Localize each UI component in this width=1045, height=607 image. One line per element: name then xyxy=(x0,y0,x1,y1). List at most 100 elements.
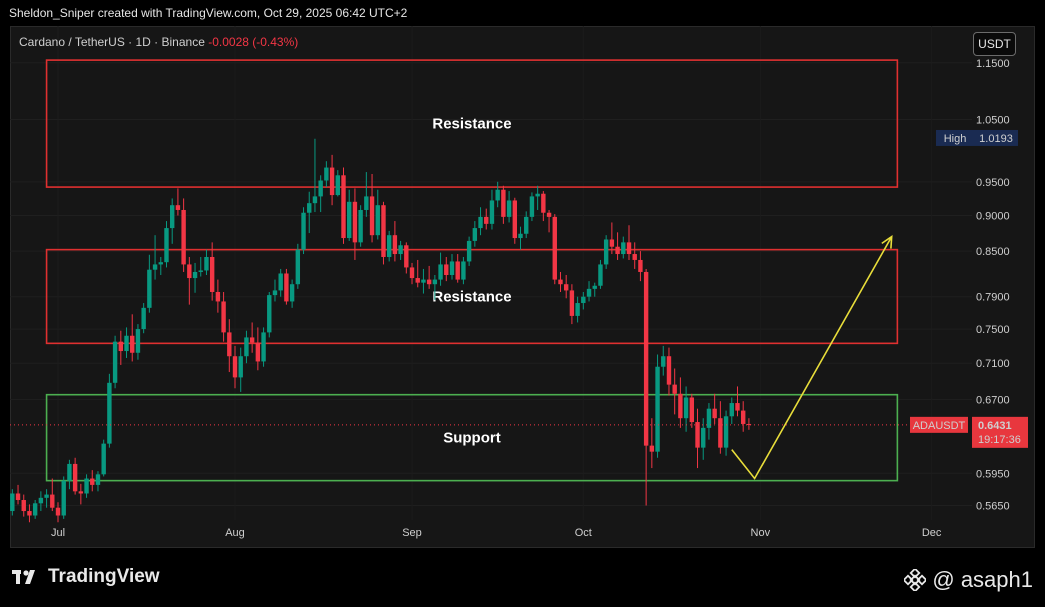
x-tick-label: Sep xyxy=(402,527,422,539)
y-tick-label: 1.1500 xyxy=(976,58,1010,70)
candle-body xyxy=(649,445,655,452)
candle-body xyxy=(175,205,181,210)
candle-body xyxy=(444,264,449,276)
zones: Resistance Resistance Support xyxy=(45,59,899,482)
candle-body xyxy=(484,216,489,224)
candle-body xyxy=(432,279,438,285)
y-tick-label: 0.6700 xyxy=(976,394,1010,406)
candle-body xyxy=(335,175,340,196)
candle-body xyxy=(55,507,61,516)
candle-body xyxy=(27,511,32,516)
binance-logo-icon xyxy=(904,569,927,591)
candle-body xyxy=(318,180,323,197)
symbol-badge-bg xyxy=(910,416,968,433)
candle-body xyxy=(295,249,301,285)
candle-body xyxy=(324,167,329,181)
candle-body xyxy=(712,408,717,419)
candle-body xyxy=(398,245,403,255)
candle-body xyxy=(301,212,306,250)
candle-body xyxy=(78,491,84,494)
candle-body xyxy=(164,228,169,263)
candle-body xyxy=(221,301,226,333)
candle-body xyxy=(501,189,506,217)
axes: 1.1500 1.0500 0.9500 0.9000 0.8500 0.7900 0.75… xyxy=(51,58,1028,539)
high-badge-label-bg xyxy=(936,129,974,146)
candle-body xyxy=(369,196,375,236)
candle-body xyxy=(72,463,78,492)
candle-body xyxy=(187,264,192,279)
candle-body xyxy=(683,397,689,419)
support-label: Support xyxy=(443,430,501,447)
tradingview-brand[interactable]: TradingView xyxy=(12,566,160,588)
candle-body xyxy=(15,493,21,501)
candle-body xyxy=(181,209,186,265)
candle-body xyxy=(661,356,666,367)
candle-body xyxy=(438,264,443,280)
candle-body xyxy=(632,254,637,260)
candle-body xyxy=(586,288,592,297)
candle-body xyxy=(364,196,369,210)
candle-body xyxy=(409,267,415,279)
candle-body xyxy=(581,296,586,304)
candle-body xyxy=(546,212,552,217)
candle-body xyxy=(575,303,580,316)
candle-body xyxy=(249,337,255,343)
candle-body xyxy=(284,273,289,302)
candle-body xyxy=(598,264,603,286)
candle-body xyxy=(689,397,695,423)
candle-body xyxy=(198,270,203,272)
candle-body xyxy=(158,262,163,265)
y-tick-label: 0.5950 xyxy=(976,468,1010,480)
candle-body xyxy=(638,259,643,272)
projection-arrowhead xyxy=(881,235,893,249)
candle-body xyxy=(32,503,38,516)
candle-body xyxy=(90,478,95,485)
candle-body xyxy=(655,366,660,452)
candle-body xyxy=(261,332,266,362)
candle-body xyxy=(695,422,700,448)
candle-body xyxy=(38,497,44,504)
candle-body xyxy=(238,356,243,378)
candle-body xyxy=(746,423,752,425)
currency-button[interactable]: USDT xyxy=(973,32,1016,56)
candle-body xyxy=(524,216,529,234)
y-tick-label: 0.7500 xyxy=(976,324,1010,336)
candle-body xyxy=(329,167,335,196)
price-change: -0.0028 (-0.43%) xyxy=(208,35,299,49)
candle-body xyxy=(358,209,363,243)
resistance-zone xyxy=(45,59,899,188)
resistance-label: Resistance xyxy=(432,116,511,133)
candle-body xyxy=(244,337,249,357)
author-handle: @ asaph1 xyxy=(932,567,1033,592)
candle-body xyxy=(455,261,460,280)
candle-body xyxy=(307,203,312,213)
candle-body xyxy=(392,235,398,255)
candle-body xyxy=(529,196,535,217)
candle-body xyxy=(232,356,238,378)
candle-body xyxy=(563,284,569,291)
candle-body xyxy=(215,291,221,302)
y-tick-label: 0.7100 xyxy=(976,358,1010,370)
candle-body xyxy=(558,279,563,285)
candle-body xyxy=(735,403,740,411)
grid xyxy=(10,26,972,520)
symbol-description: Cardano / TetherUS · 1D · Binance xyxy=(19,35,205,49)
price-chart[interactable]: Resistance Resistance Support 1.1500 1.0500… xyxy=(10,26,1035,548)
candle-body xyxy=(512,200,517,239)
y-tick-label: 0.9500 xyxy=(976,177,1010,189)
candle-body xyxy=(170,205,175,229)
candle-body xyxy=(381,205,386,257)
candle-body xyxy=(84,478,89,494)
chart-panel xyxy=(10,26,1035,548)
candle-body xyxy=(421,279,426,283)
candle-body xyxy=(278,273,283,291)
candle-body xyxy=(643,271,649,446)
candle-body xyxy=(472,228,478,241)
candle-body xyxy=(552,216,557,280)
candle-body xyxy=(135,329,141,353)
projection-path xyxy=(731,236,893,480)
x-tick-label: Jul xyxy=(51,527,65,539)
last-price-value: 0.6431 xyxy=(978,420,1012,432)
candle-body xyxy=(495,189,500,201)
symbol-badge: ADAUSDT xyxy=(913,420,966,432)
